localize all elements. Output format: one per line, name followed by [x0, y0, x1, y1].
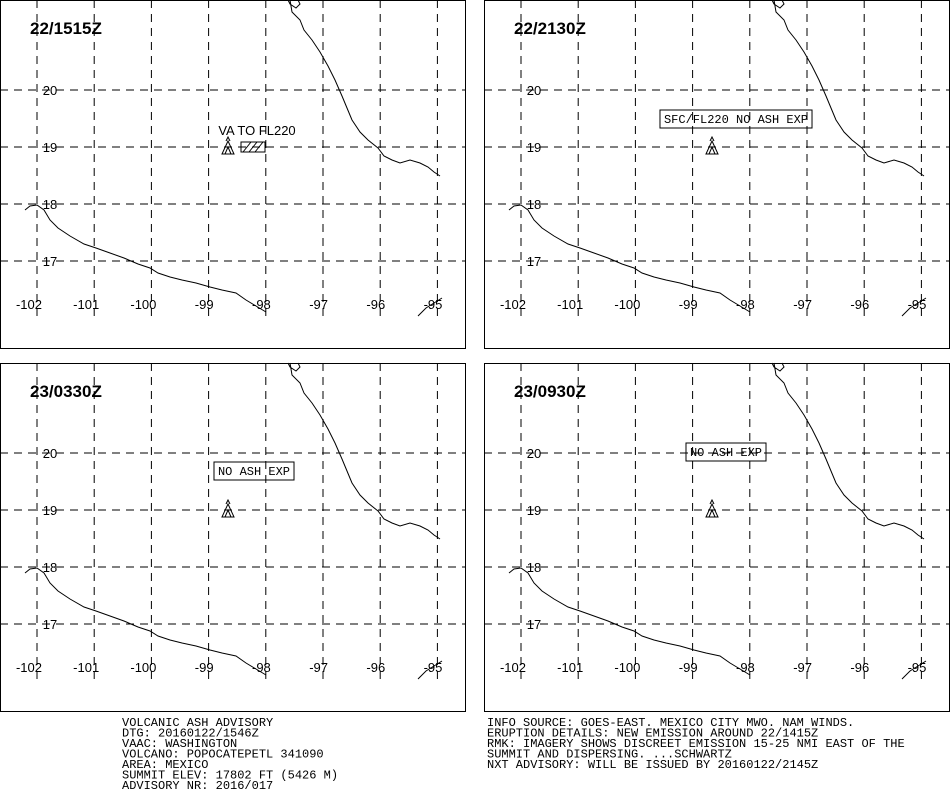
lat-label: 20	[43, 446, 57, 461]
volcano-symbol	[705, 135, 719, 155]
lat-label: 18	[43, 197, 57, 212]
ash-annotation: SFC/FL220 NO ASH EXP	[664, 113, 808, 127]
lon-label: -96	[366, 297, 385, 312]
lon-label: -97	[793, 660, 812, 675]
lon-label: -101	[73, 660, 99, 675]
volcano-symbol	[221, 498, 235, 518]
lat-label: 18	[43, 560, 57, 575]
lat-label: 18	[527, 197, 541, 212]
footer-text: DTG: 20160122/1546Z	[122, 727, 259, 741]
lon-label: -101	[557, 660, 583, 675]
lon-label: -101	[73, 297, 99, 312]
lon-label: -102	[16, 660, 42, 675]
lon-label: -100	[614, 660, 640, 675]
footer-text: ERUPTION DETAILS: NEW EMISSION AROUND 22…	[487, 727, 818, 741]
lon-label: -101	[557, 297, 583, 312]
valid-time: 23/0330Z	[30, 382, 102, 401]
lon-label: -97	[793, 297, 812, 312]
map-panel: -102 -101 -100 -99 -98 -97 -96 -951718192023/09…	[484, 362, 950, 712]
lat-label: 19	[43, 140, 57, 155]
annotation-box	[213, 461, 295, 481]
lon-label: -98	[736, 297, 755, 312]
footer-text: INFO SOURCE: GOES-EAST. MEXICO CITY MWO.…	[487, 716, 854, 730]
panel-frame	[484, 0, 950, 349]
lon-label: -100	[130, 297, 156, 312]
lon-label: -98	[252, 660, 271, 675]
panel-frame	[0, 0, 466, 349]
lon-label: -99	[679, 660, 698, 675]
volcano-symbol	[221, 135, 235, 155]
lon-label: -98	[252, 297, 271, 312]
lat-label: 18	[527, 560, 541, 575]
ash-annotation: NO ASH EXP	[690, 446, 762, 460]
panel-frame	[0, 363, 466, 712]
lat-label: 17	[43, 254, 57, 269]
ash-area	[240, 141, 266, 153]
lat-label: 17	[527, 617, 541, 632]
footer-text: SUMMIT ELEV: 17802 FT (5426 M)	[122, 769, 338, 783]
footer-text: ADVISORY NR: 2016/017	[122, 779, 273, 793]
lat-label: 17	[43, 617, 57, 632]
ash-annotation: NO ASH EXP	[218, 465, 290, 479]
lat-label: 20	[43, 83, 57, 98]
footer-text: AREA: MEXICO	[122, 758, 208, 772]
ash-annotation: VA TO FL220	[218, 123, 295, 138]
lon-label: -99	[679, 297, 698, 312]
map-panel: -102 -101 -100 -99 -98 -97 -96 -951718192022/21…	[484, 0, 950, 349]
valid-time: 23/0930Z	[514, 382, 586, 401]
lat-label: 20	[527, 83, 541, 98]
lon-label: -102	[500, 660, 526, 675]
lat-label: 19	[527, 503, 541, 518]
lon-label: -100	[130, 660, 156, 675]
lon-label: -96	[366, 660, 385, 675]
panel-frame	[484, 363, 950, 712]
lat-label: 20	[527, 446, 541, 461]
lon-label: -96	[850, 297, 869, 312]
volcano-symbol	[705, 498, 719, 518]
annotation-box	[659, 109, 813, 129]
footer-text: SUMMIT AND DISPERSING. ...SCHWARTZ	[487, 748, 732, 762]
lon-label: -96	[850, 660, 869, 675]
map-panel: -102 -101 -100 -99 -98 -97 -96 -951718192022/15…	[0, 0, 466, 349]
map-panel: -102 -101 -100 -99 -98 -97 -96 -951718192023/03…	[0, 362, 466, 712]
valid-time: 22/1515Z	[30, 19, 102, 38]
annotation-box	[685, 442, 767, 462]
footer-text: VAAC: WASHINGTON	[122, 737, 237, 751]
valid-time: 22/2130Z	[514, 19, 586, 38]
lon-label: -97	[309, 660, 328, 675]
lon-label: -98	[736, 660, 755, 675]
footer-text: RMK: IMAGERY SHOWS DISCREET EMISSION 15-…	[487, 737, 905, 751]
lon-label: -102	[500, 297, 526, 312]
footer-text: VOLCANO: POPOCATEPETL 341090	[122, 748, 324, 762]
lat-label: 19	[527, 140, 541, 155]
footer-text: VOLCANIC ASH ADVISORY	[122, 716, 273, 730]
lon-label: -99	[195, 297, 214, 312]
lon-label: -99	[195, 660, 214, 675]
lon-label: -97	[309, 297, 328, 312]
ash-hatch	[242, 141, 264, 153]
lon-label: -100	[614, 297, 640, 312]
footer-text: NXT ADVISORY: WILL BE ISSUED BY 20160122…	[487, 758, 818, 772]
lon-label: -102	[16, 297, 42, 312]
lat-label: 17	[527, 254, 541, 269]
lat-label: 19	[43, 503, 57, 518]
